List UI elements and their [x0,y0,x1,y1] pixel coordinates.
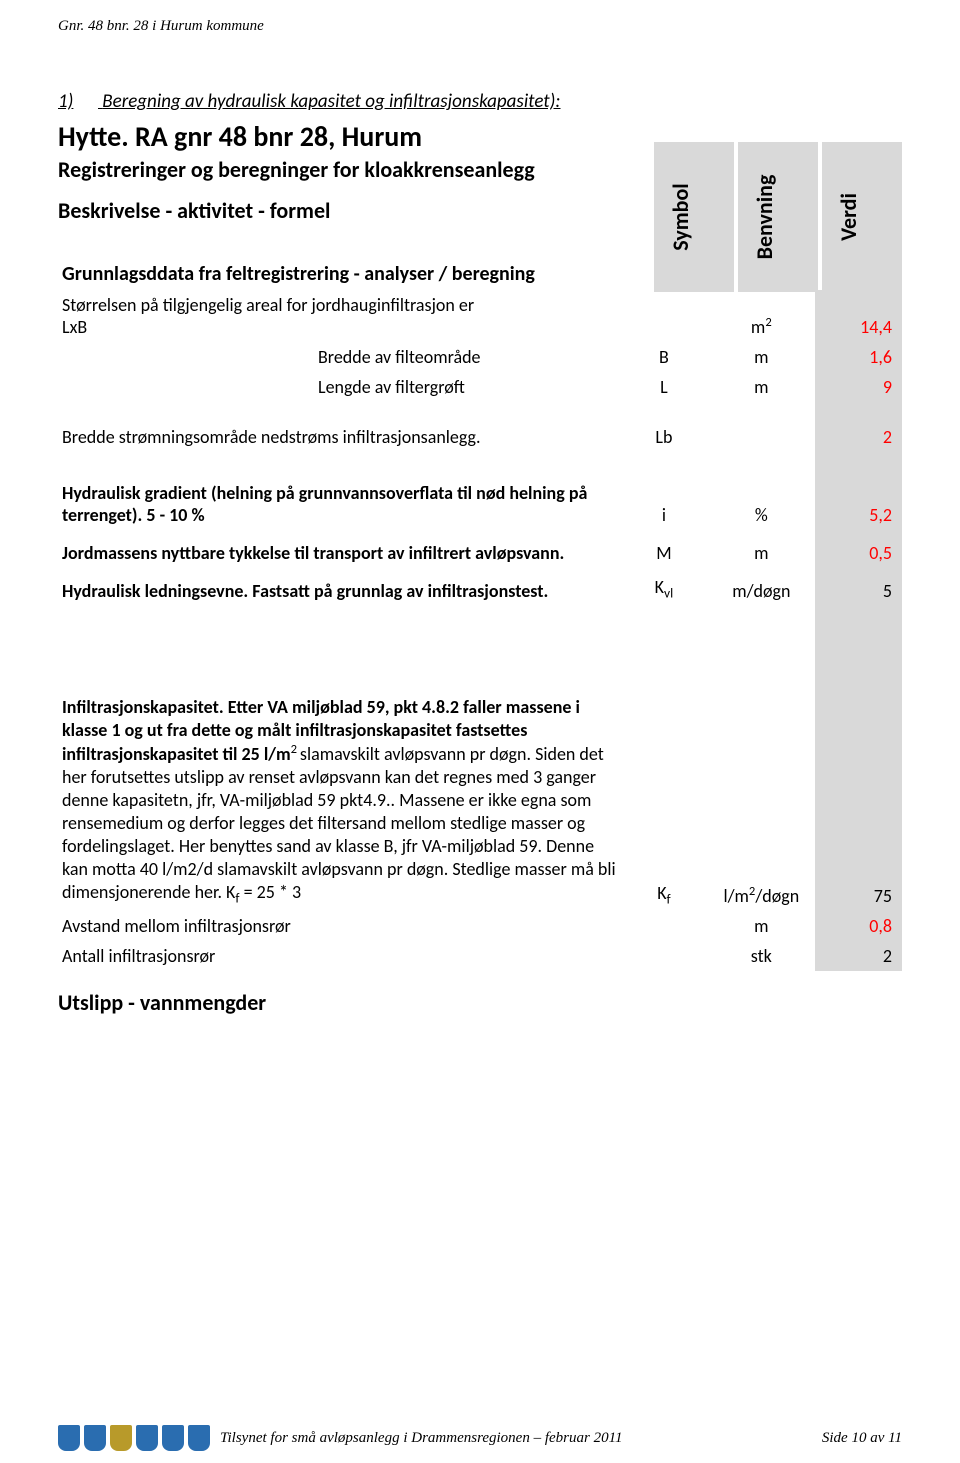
col-benvning-label: Benvning [751,175,778,260]
row9-val: 0,8 [815,911,902,941]
section-text: Beregning av hydraulisk kapasitet og inf… [102,90,560,113]
col-symbol-label: Symbol [667,183,694,250]
row9-sym [621,911,708,941]
row7-val: 5 [815,568,902,606]
table-row: Avstand mellom infiltrasjonsrør m 0,8 [58,911,902,941]
row10-desc: Antall infiltrasjonsrør [58,941,621,971]
table-row: Infiltrasjonskapasitet. Etter VA miljøbl… [58,606,902,911]
table-row: Lengde av filtergrøft L m 9 [58,372,902,402]
table-row: Størrelsen på tilgjengelig areal for jor… [58,290,902,342]
table-row: Bredde av filteområde B m 1,6 [58,342,902,372]
row1-desc: Størrelsen på tilgjengelig areal for jor… [58,290,621,342]
row8-sym-pre: K [657,882,666,904]
row10-val: 2 [815,941,902,971]
data-table: Grunnlagsddata fra feltregistrering - an… [58,258,902,971]
row4-unit [707,402,815,452]
shield-icon [58,1425,80,1451]
utslipp-heading: Utslipp - vannmengder [58,989,902,1016]
row8-d3: = 25 * 3 [240,881,302,903]
row2-unit: m [707,342,815,372]
row10-unit: stk [707,941,815,971]
section-num: 1) [58,90,98,113]
row7-d: Hydraulisk ledningsevne. Fastsatt på gru… [62,580,548,602]
row8-val: 75 [815,606,902,911]
footer-logos [58,1425,210,1451]
page-footer: Tilsynet for små avløpsanlegg i Drammens… [58,1425,902,1451]
row6-val: 0,5 [815,530,902,568]
shield-icon [188,1425,210,1451]
running-header: Gnr. 48 bnr. 28 i Hurum kommune [58,18,902,35]
column-headers: Symbol Benvning Verdi [654,142,902,292]
shield-icon [136,1425,158,1451]
table-row: Jordmassens nyttbare tykkelse til transp… [58,530,902,568]
row8-unit-post: /døgn [755,885,799,907]
row8-d2: slamavskilt avløpsvann pr døgn. Siden de… [62,743,616,903]
row9-desc: Avstand mellom infiltrasjonsrør [58,911,621,941]
shield-icon [84,1425,106,1451]
row9-unit: m [707,911,815,941]
row7-sym-sub: vl [664,585,673,602]
row10-sym [621,941,708,971]
row2-sym: B [621,342,708,372]
row3-sym: L [621,372,708,402]
row1-unit-sup: 2 [765,315,771,330]
row6-sym: M [621,530,708,568]
section-title: 1) Beregning av hydraulisk kapasitet og … [58,90,902,113]
row8-desc: Infiltrasjonskapasitet. Etter VA miljøbl… [58,606,621,911]
row8-unit-pre: l/m [723,885,748,907]
col-verdi: Verdi [822,142,902,292]
col-benvning: Benvning [738,142,818,292]
row3-unit: m [707,372,815,402]
row7-desc: Hydraulisk ledningsevne. Fastsatt på gru… [58,568,621,606]
row5-desc: Hydraulisk gradient (helning på grunnvan… [58,452,621,530]
row1-sym [621,290,708,342]
col-verdi-label: Verdi [835,193,862,241]
shield-icon [162,1425,184,1451]
row6-unit: m [707,530,815,568]
col-symbol: Symbol [654,142,734,292]
row8-unit: l/m2/døgn [707,606,815,911]
row8-d-sup: 2 [291,742,300,757]
row4-sym: Lb [621,402,708,452]
row1-unit: m2 [707,290,815,342]
row7-unit: m/døgn [707,568,815,606]
shield-icon [110,1425,132,1451]
row3-val: 9 [815,372,902,402]
row4-val: 2 [815,402,902,452]
footer-page: Side 10 av 11 [822,1430,902,1447]
row5-unit: % [707,452,815,530]
row3-desc: Lengde av filtergrøft [58,372,621,402]
row2-val: 1,6 [815,342,902,372]
row6-desc: Jordmassens nyttbare tykkelse til transp… [58,530,621,568]
table-row: Hydraulisk gradient (helning på grunnvan… [58,452,902,530]
row4-desc: Bredde strømningsområde nedstrøms infilt… [58,402,621,452]
row1-d1: Størrelsen på tilgjengelig areal for jor… [62,294,474,316]
row5-val: 5,2 [815,452,902,530]
row5-sym: i [621,452,708,530]
description-label: Beskrivelse - aktivitet - formel [58,197,578,224]
row7-sym-pre: K [655,576,664,598]
table-row: Hydraulisk ledningsevne. Fastsatt på gru… [58,568,902,606]
row2-desc: Bredde av filteområde [58,342,621,372]
table-row: Bredde strømningsområde nedstrøms infilt… [58,402,902,452]
row7-sym: Kvl [621,568,708,606]
row8-sym-sub: f [667,890,671,907]
row1-unit-base: m [751,316,765,338]
row1-d2: LxB [62,316,87,338]
footer-text: Tilsynet for små avløpsanlegg i Drammens… [220,1430,822,1447]
row8-sym: Kf [621,606,708,911]
row1-val: 14,4 [815,290,902,342]
table-row: Antall infiltrasjonsrør stk 2 [58,941,902,971]
